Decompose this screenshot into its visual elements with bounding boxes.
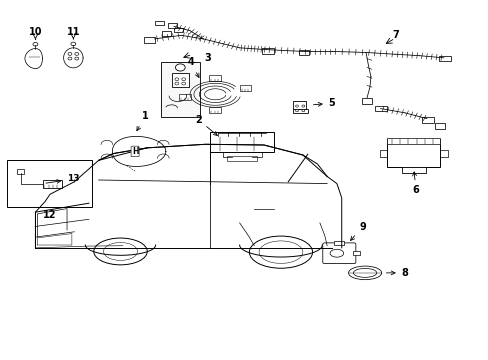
Bar [161,62,200,117]
Bar [209,75,221,81]
Circle shape [301,110,304,112]
Bar [334,241,344,245]
Bar [261,48,273,54]
Bar [17,169,24,174]
Bar [209,108,221,113]
Text: 6: 6 [412,172,419,195]
Circle shape [71,42,76,46]
Bar [401,167,425,173]
Bar [174,28,183,32]
Bar [292,101,305,109]
Text: 3: 3 [204,53,211,63]
Ellipse shape [329,249,343,257]
Text: 7: 7 [392,30,399,40]
Ellipse shape [94,238,147,265]
Circle shape [175,82,179,85]
Circle shape [295,105,298,107]
Text: 4: 4 [187,58,199,77]
Text: 10: 10 [29,27,42,37]
Circle shape [182,78,185,81]
Bar [438,56,450,62]
Text: 8: 8 [386,268,407,278]
Bar [386,139,440,167]
Circle shape [75,57,79,60]
Bar [162,31,171,36]
Bar [422,117,433,123]
Text: 1: 1 [137,111,148,131]
Bar [292,109,307,113]
Circle shape [68,57,72,60]
Ellipse shape [353,269,376,277]
Bar [298,50,308,55]
Bar [171,73,189,87]
Circle shape [301,105,304,107]
Text: 2: 2 [195,114,217,135]
Circle shape [68,53,72,55]
Text: 9: 9 [350,222,366,240]
Circle shape [75,53,79,55]
Ellipse shape [103,243,137,260]
Bar [42,180,62,188]
Bar [239,85,251,91]
Bar [210,132,273,152]
Bar [434,123,445,129]
Text: 13: 13 [46,175,80,184]
Text: 11: 11 [66,27,80,37]
Bar [155,21,163,25]
Bar [144,37,155,43]
Ellipse shape [348,266,381,280]
Circle shape [33,42,38,46]
Text: H: H [132,147,138,156]
Circle shape [175,78,179,81]
Bar [374,106,386,111]
Bar [361,98,372,104]
Text: 12: 12 [43,210,57,220]
Ellipse shape [249,236,312,268]
FancyBboxPatch shape [322,243,355,264]
Bar [167,23,177,28]
Bar [179,94,191,100]
Text: 5: 5 [313,98,335,108]
Bar [7,160,92,207]
Bar [227,156,256,161]
Circle shape [295,110,298,112]
Circle shape [182,82,185,85]
Bar [386,138,440,144]
Ellipse shape [259,241,302,264]
Bar [352,251,360,255]
Circle shape [175,64,185,71]
